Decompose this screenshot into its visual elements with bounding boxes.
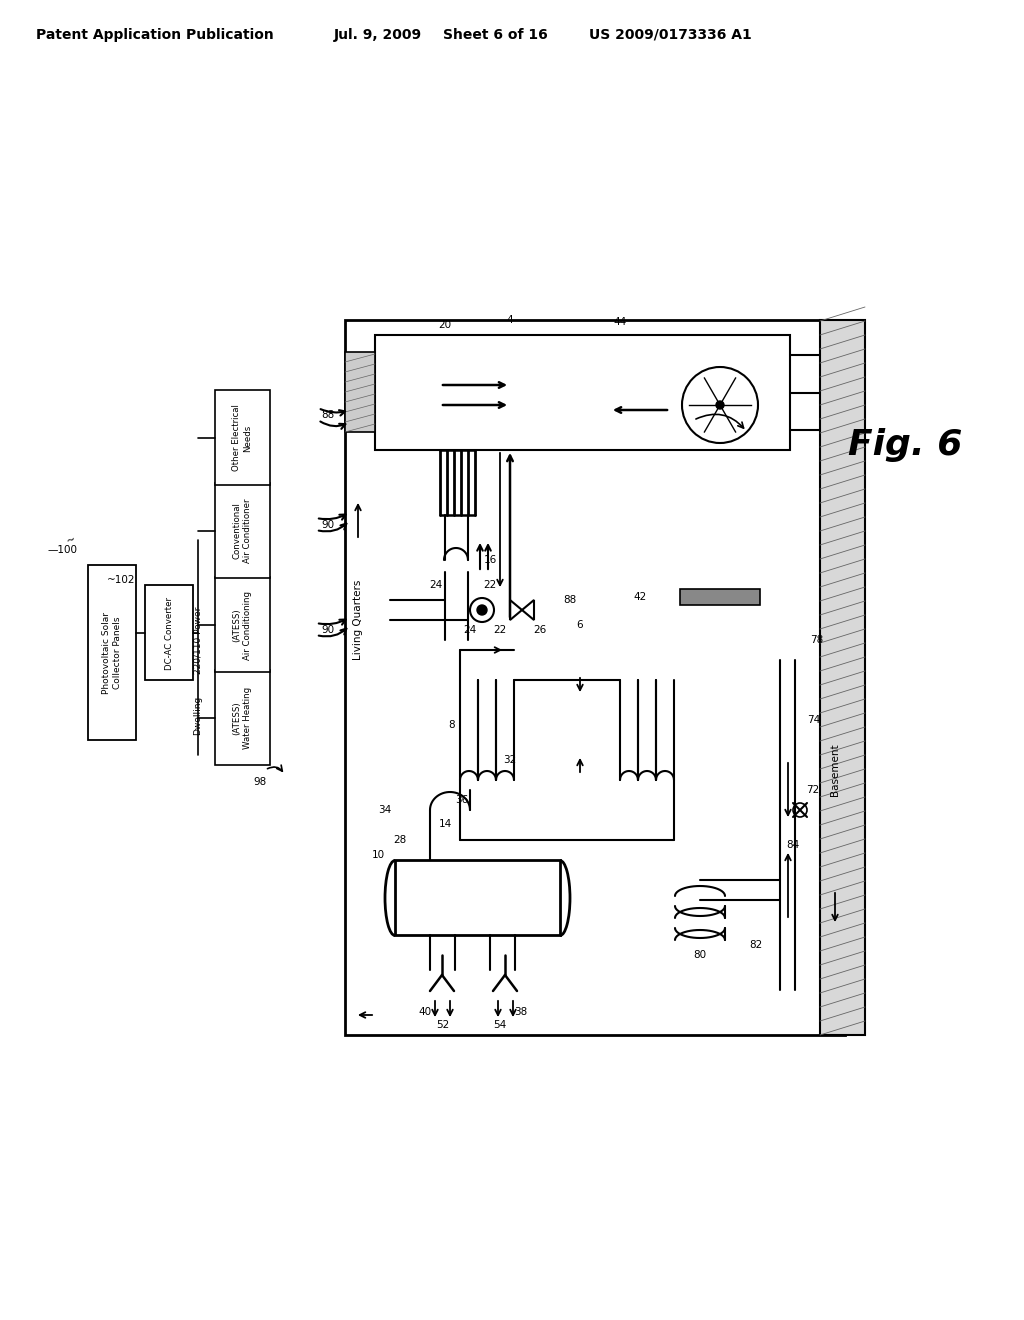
Text: 20: 20 — [438, 319, 452, 330]
Bar — [215, 577, 270, 672]
Text: 34: 34 — [379, 805, 391, 814]
Text: Dwelling: Dwelling — [194, 696, 203, 735]
Text: Living Quarters: Living Quarters — [353, 579, 362, 660]
Bar — [680, 589, 760, 605]
Bar — [215, 671, 270, 766]
Text: 24: 24 — [429, 579, 442, 590]
Text: 26: 26 — [534, 624, 547, 635]
Text: 8: 8 — [449, 719, 456, 730]
Text: 42: 42 — [634, 591, 646, 602]
Text: 16: 16 — [483, 554, 497, 565]
Text: 72: 72 — [806, 785, 819, 795]
Text: 32: 32 — [504, 755, 517, 766]
Text: 84: 84 — [786, 840, 800, 850]
Text: 78: 78 — [810, 635, 823, 645]
Text: Sheet 6 of 16: Sheet 6 of 16 — [442, 28, 548, 42]
Bar — [345, 319, 845, 1035]
Bar — [215, 389, 270, 484]
Text: ~: ~ — [65, 533, 77, 546]
Text: 54: 54 — [494, 1020, 507, 1030]
Bar — [145, 585, 193, 680]
Text: ~102: ~102 — [106, 576, 135, 585]
Text: 82: 82 — [750, 940, 763, 950]
Text: (ATESS)
Water Heating: (ATESS) Water Heating — [232, 686, 252, 748]
Circle shape — [477, 605, 487, 615]
Text: 90: 90 — [322, 520, 335, 531]
Text: 98: 98 — [253, 777, 266, 787]
Text: Jul. 9, 2009: Jul. 9, 2009 — [334, 28, 422, 42]
Text: 14: 14 — [438, 818, 452, 829]
Text: 88: 88 — [563, 595, 577, 605]
Text: 28: 28 — [393, 836, 407, 845]
Text: 80: 80 — [693, 950, 707, 960]
Text: —100: —100 — [48, 545, 78, 554]
Text: 44: 44 — [613, 317, 627, 327]
Text: Fig. 6: Fig. 6 — [848, 428, 963, 462]
Text: 90: 90 — [322, 624, 335, 635]
Text: Other Electrical
Needs: Other Electrical Needs — [232, 404, 252, 471]
Text: 38: 38 — [514, 1007, 527, 1016]
Text: 220/110 Power: 220/110 Power — [194, 606, 203, 673]
Text: Patent Application Publication: Patent Application Publication — [36, 28, 273, 42]
Text: (ATESS)
Air Conditioning: (ATESS) Air Conditioning — [232, 590, 252, 660]
Text: Photovoltaic Solar
Collector Panels: Photovoltaic Solar Collector Panels — [102, 612, 122, 694]
Text: 22: 22 — [494, 624, 507, 635]
Text: 88: 88 — [322, 411, 335, 420]
Circle shape — [716, 401, 724, 409]
Bar — [88, 565, 136, 741]
Text: US 2009/0173336 A1: US 2009/0173336 A1 — [589, 28, 752, 42]
Text: 52: 52 — [436, 1020, 450, 1030]
Bar — [215, 483, 270, 578]
Text: Conventional
Air Conditioner: Conventional Air Conditioner — [232, 499, 252, 564]
Bar — [375, 335, 790, 450]
Text: 40: 40 — [419, 1007, 431, 1016]
Text: 74: 74 — [807, 715, 820, 725]
Text: 4: 4 — [507, 315, 513, 325]
Text: DC-AC Converter: DC-AC Converter — [165, 597, 173, 669]
Text: 24: 24 — [464, 624, 476, 635]
Bar — [820, 319, 865, 1035]
Text: 22: 22 — [483, 579, 497, 590]
Text: 10: 10 — [372, 850, 385, 861]
Bar — [395, 861, 560, 935]
Bar — [345, 352, 375, 432]
Text: 6: 6 — [577, 620, 584, 630]
Text: Basement: Basement — [830, 743, 840, 796]
Text: 36: 36 — [456, 795, 469, 805]
